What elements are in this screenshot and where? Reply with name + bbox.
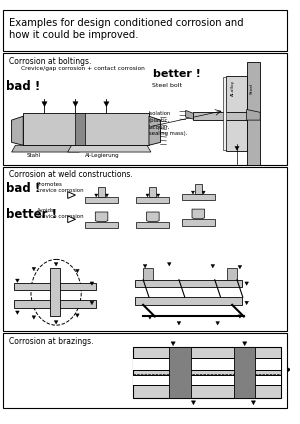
- Bar: [134, 358, 280, 370]
- Polygon shape: [243, 342, 247, 346]
- Bar: [247, 62, 260, 165]
- Polygon shape: [143, 265, 147, 268]
- Bar: [135, 280, 242, 287]
- Polygon shape: [247, 109, 260, 120]
- Polygon shape: [54, 262, 58, 266]
- Polygon shape: [202, 191, 205, 194]
- Polygon shape: [245, 282, 248, 285]
- Bar: [226, 75, 247, 151]
- Bar: [135, 297, 242, 305]
- Bar: [3, 167, 287, 331]
- Bar: [143, 268, 153, 280]
- Polygon shape: [76, 314, 79, 317]
- Bar: [76, 113, 85, 145]
- Polygon shape: [186, 110, 194, 119]
- Polygon shape: [191, 191, 195, 194]
- Polygon shape: [95, 194, 98, 197]
- Polygon shape: [104, 102, 109, 106]
- Polygon shape: [238, 315, 242, 318]
- Polygon shape: [73, 102, 78, 106]
- Bar: [3, 53, 287, 165]
- Text: Steel bolt: Steel bolt: [152, 84, 182, 88]
- Bar: [134, 347, 280, 398]
- Text: Corrosion at boltings.: Corrosion at boltings.: [9, 57, 91, 66]
- Polygon shape: [68, 192, 76, 198]
- Polygon shape: [68, 145, 151, 152]
- Text: better !: better !: [6, 208, 57, 221]
- Text: Avoids
crevice corrosion: Avoids crevice corrosion: [37, 208, 83, 219]
- Polygon shape: [85, 196, 118, 203]
- Polygon shape: [211, 265, 215, 268]
- Text: Stahl: Stahl: [27, 153, 41, 158]
- Polygon shape: [146, 194, 149, 197]
- Text: Steel: Steel: [250, 82, 254, 94]
- Text: better !: better !: [153, 69, 201, 79]
- Polygon shape: [171, 342, 175, 346]
- Text: Isolation
(plastic,
lacquer,
sealing mass).: Isolation (plastic, lacquer, sealing mas…: [149, 112, 187, 136]
- Polygon shape: [12, 145, 79, 152]
- Polygon shape: [245, 301, 248, 305]
- Bar: [169, 347, 190, 398]
- Polygon shape: [16, 279, 19, 282]
- Polygon shape: [167, 262, 171, 266]
- Polygon shape: [32, 268, 36, 271]
- Polygon shape: [287, 368, 291, 372]
- Polygon shape: [157, 194, 160, 197]
- Text: Al-Legierung: Al-Legierung: [85, 153, 120, 158]
- Bar: [3, 333, 287, 408]
- Polygon shape: [182, 219, 215, 226]
- Polygon shape: [216, 321, 220, 325]
- Bar: [194, 112, 247, 120]
- Polygon shape: [136, 196, 169, 203]
- Text: Promotes
crevice corrosion: Promotes crevice corrosion: [37, 182, 83, 193]
- Polygon shape: [32, 316, 36, 319]
- Bar: [14, 283, 96, 290]
- Polygon shape: [182, 194, 215, 201]
- Polygon shape: [191, 401, 196, 404]
- Text: Al-alloy: Al-alloy: [231, 79, 235, 96]
- Polygon shape: [90, 301, 94, 305]
- Polygon shape: [68, 216, 76, 223]
- Polygon shape: [85, 222, 118, 229]
- Polygon shape: [95, 212, 108, 222]
- Text: bad !: bad !: [6, 81, 40, 93]
- Polygon shape: [146, 212, 159, 222]
- Text: Crevice/gap corrosion + contact corrosion: Crevice/gap corrosion + contact corrosio…: [21, 66, 145, 71]
- Bar: [23, 113, 149, 145]
- Text: Examples for design conditioned corrosion and: Examples for design conditioned corrosio…: [9, 17, 243, 28]
- Text: how it could be improved.: how it could be improved.: [9, 30, 138, 40]
- Polygon shape: [90, 282, 94, 285]
- Text: bad !: bad !: [6, 182, 40, 195]
- Polygon shape: [149, 187, 156, 196]
- Text: Corrosion at brazings.: Corrosion at brazings.: [9, 337, 93, 346]
- Polygon shape: [251, 401, 256, 404]
- Polygon shape: [42, 102, 47, 106]
- Bar: [50, 268, 60, 316]
- Polygon shape: [98, 187, 105, 196]
- Bar: [227, 268, 237, 280]
- Polygon shape: [54, 321, 58, 324]
- Bar: [3, 10, 287, 51]
- Bar: [224, 77, 226, 150]
- Bar: [134, 376, 280, 385]
- Polygon shape: [238, 265, 242, 269]
- Polygon shape: [148, 316, 152, 319]
- Polygon shape: [76, 269, 79, 273]
- Polygon shape: [16, 311, 19, 314]
- Bar: [234, 347, 255, 398]
- Polygon shape: [105, 194, 109, 197]
- Polygon shape: [136, 222, 169, 229]
- Polygon shape: [177, 321, 181, 325]
- Polygon shape: [12, 116, 23, 145]
- Polygon shape: [192, 209, 205, 219]
- Bar: [14, 300, 96, 308]
- Polygon shape: [235, 146, 239, 150]
- Polygon shape: [195, 184, 202, 194]
- Text: Corrosion at weld constructions.: Corrosion at weld constructions.: [9, 170, 133, 179]
- Polygon shape: [149, 116, 160, 145]
